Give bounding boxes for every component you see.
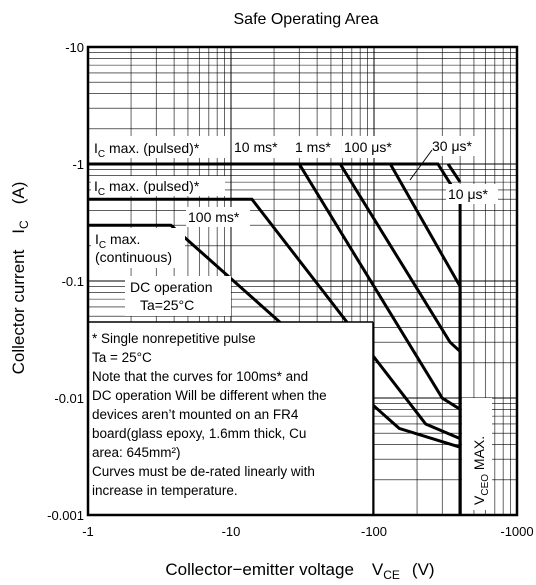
x-tick-label: -100 [361, 524, 387, 539]
soa-curve-100ms [88, 197, 461, 440]
vceo-max-label: VCEO MAX. [471, 436, 491, 505]
ic-continuous-label-1: IC max. [95, 231, 140, 251]
y-tick-label: -0.1 [62, 274, 84, 289]
note-line: Note that the curves for 100ms* and [92, 369, 308, 384]
soa-curve-10s [446, 163, 462, 183]
y-tick-label: -10 [65, 40, 84, 55]
dc-operation-label: DC operation [130, 279, 213, 295]
ic-pulsed-label-2: IC max. (pulsed)* [94, 178, 200, 198]
label-10ms: 10 ms* [234, 139, 278, 155]
label-100ms: 100 ms* [188, 209, 240, 225]
y-tick-label: -1 [72, 157, 84, 172]
label-30us: 30 μs* [432, 138, 473, 154]
x-tick-label: -1 [82, 524, 94, 539]
y-tick-labels: -0.001 -0.01 -0.1 -1 -10 [47, 40, 84, 523]
chart-title: Safe Operating Area [234, 11, 379, 28]
label-30us-leader [409, 149, 433, 181]
note-line: DC operation Will be different when the [92, 388, 327, 403]
plot-frame [86, 45, 519, 517]
curves [88, 162, 462, 515]
label-10us: 10 μs* [448, 186, 489, 202]
ic-pulsed-label-1: IC max. (pulsed)* [94, 140, 200, 160]
label-1ms: 1 ms* [295, 139, 331, 155]
note-line: increase in temperature. [92, 483, 238, 498]
x-tick-label: -10 [222, 524, 241, 539]
note-text: * Single nonrepetitive pulse Ta = 25°C No… [92, 331, 327, 498]
label-100us: 100 μs* [344, 139, 392, 155]
soa-curve-10ms [88, 162, 461, 411]
dc-temp-label: Ta=25°C [140, 297, 194, 313]
y-tick-label: -0.001 [47, 508, 84, 523]
x-tick-label: -1000 [500, 524, 533, 539]
note-line: * Single nonrepetitive pulse [92, 331, 256, 346]
note-line: devices aren’t mounted on an FR4 [92, 407, 299, 422]
note-line: area: 645mm²) [92, 445, 181, 460]
note-line: Curves must be de-rated linearly with [92, 464, 315, 479]
x-tick-labels: -1 -10 -100 -1000 [82, 524, 533, 539]
y-axis-label: Collector currentIC(A) [9, 182, 31, 375]
note-line: Ta = 25°C [92, 350, 152, 365]
annotations: IC max. (pulsed)* 10 ms* 1 ms* 100 μs* 3… [88, 136, 498, 515]
x-axis-label: Collector−emitter voltage VCE (V) [165, 560, 434, 582]
note-line: board(glass epoxy, 1.6mm thick, Cu [92, 426, 306, 441]
y-tick-label: -0.01 [54, 391, 84, 406]
ic-continuous-label-2: (continuous) [95, 249, 172, 265]
